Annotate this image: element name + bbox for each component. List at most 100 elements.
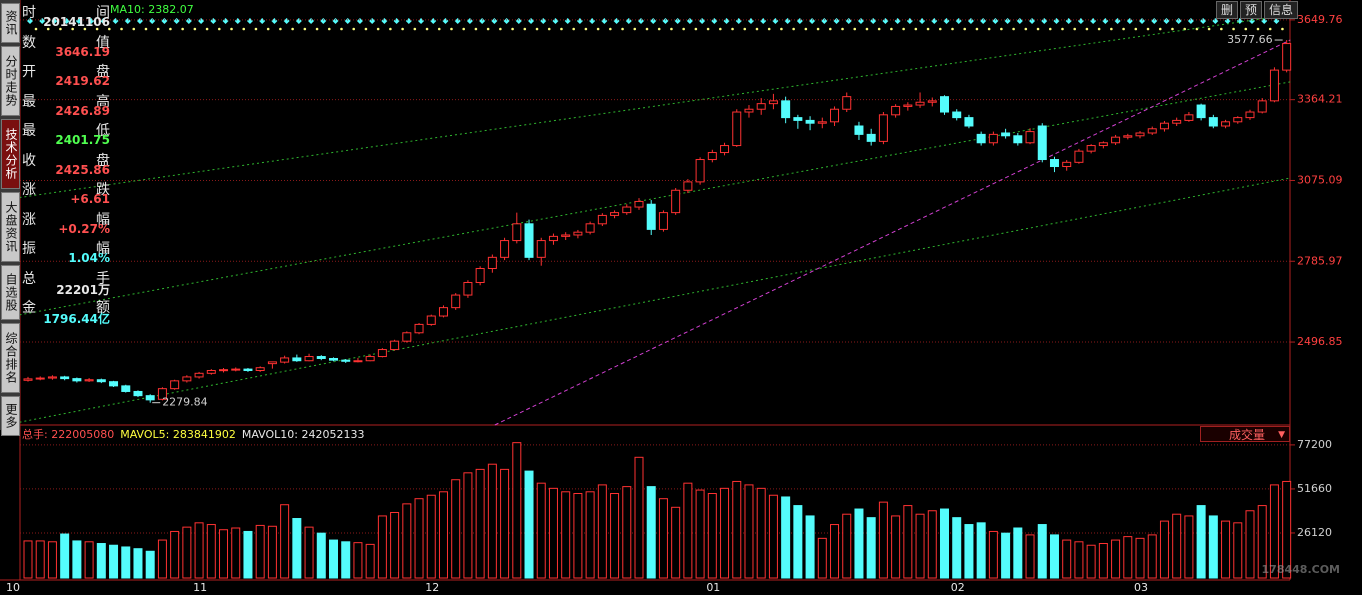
- candle-body: [60, 376, 70, 380]
- marker-decoration: [747, 18, 754, 24]
- marker-decoration: [711, 18, 718, 24]
- volume-bar: [781, 496, 791, 579]
- info-label: 涨: [22, 211, 36, 228]
- volume-bar: [1221, 520, 1231, 579]
- tab[interactable]: 自选股: [1, 265, 20, 320]
- marker-decoration: [1102, 18, 1109, 24]
- info-label: 低: [96, 123, 110, 139]
- info-label: 金: [22, 300, 36, 316]
- marker-decoration: [454, 18, 461, 24]
- candle-body: [671, 189, 681, 214]
- info-label: 高: [96, 93, 110, 110]
- marker-decoration: [515, 18, 522, 24]
- volume-bar: [732, 480, 742, 579]
- marker-decoration: [1065, 18, 1072, 24]
- marker-decoration: [780, 27, 783, 31]
- marker-decoration: [356, 18, 363, 24]
- marker-decoration: [1175, 18, 1182, 24]
- volume-bar: [1172, 513, 1182, 579]
- volume-bar: [927, 510, 937, 579]
- candle-body: [1001, 132, 1011, 137]
- volume-bar: [1098, 543, 1108, 579]
- marker-decoration: [882, 18, 889, 24]
- marker-decoration: [1012, 27, 1015, 31]
- tab[interactable]: 分时走势: [1, 46, 20, 116]
- marker-decoration: [437, 27, 441, 31]
- marker-decoration: [499, 27, 502, 31]
- marker-decoration: [1134, 27, 1138, 31]
- candle-body: [646, 203, 656, 230]
- marker-decoration: [344, 18, 351, 24]
- info-item: 金 额 1796.44亿: [20, 297, 110, 327]
- marker-decoration: [401, 27, 404, 31]
- candle-body: [732, 111, 742, 147]
- marker-decoration: [552, 18, 559, 24]
- marker-decoration: [271, 18, 278, 24]
- candle-body: [952, 111, 962, 119]
- marker-decoration: [682, 27, 685, 31]
- volume-bar: [1062, 539, 1072, 579]
- volume-bar: [451, 479, 461, 579]
- info-item: 开 盘 2419.62: [20, 61, 110, 91]
- marker-decoration: [914, 27, 918, 31]
- marker-decoration: [466, 18, 473, 24]
- marker-decoration: [987, 27, 991, 31]
- marker-decoration: [560, 27, 563, 31]
- marker-decoration: [59, 27, 62, 31]
- marker-decoration: [694, 27, 698, 31]
- marker-decoration: [1000, 27, 1003, 31]
- volume-selector[interactable]: 成交量 ▼: [1200, 426, 1290, 442]
- marker-decoration: [474, 27, 478, 31]
- volume-bar: [891, 515, 901, 579]
- marker-decoration: [430, 18, 437, 24]
- candle-body: [1135, 132, 1145, 137]
- volume-bar: [1037, 524, 1047, 579]
- dropdown-arrow[interactable]: ▼: [1278, 430, 1285, 440]
- info-value: 2419.62: [55, 74, 110, 88]
- marker-decoration: [572, 27, 575, 31]
- volume-bar: [988, 530, 998, 579]
- candle-body: [964, 117, 974, 127]
- candle-body: [866, 133, 876, 142]
- x-tick-label: 12: [425, 581, 439, 594]
- tab[interactable]: 综合排名: [1, 323, 20, 393]
- volume-bar: [414, 498, 424, 579]
- tab[interactable]: 更多: [1, 396, 20, 436]
- marker-decoration: [332, 18, 339, 24]
- tab[interactable]: 资讯: [1, 3, 20, 43]
- marker-decoration: [955, 18, 962, 24]
- ma-label: MA10: 2382.07: [110, 3, 194, 16]
- candle-body: [793, 117, 803, 121]
- info-label: 收: [22, 152, 36, 169]
- volume-bar: [121, 546, 131, 579]
- toolbar-button[interactable]: 删: [1215, 1, 1238, 19]
- marker-decoration: [1146, 27, 1150, 31]
- volume-header: MAVOL10: 242052133: [242, 428, 365, 441]
- marker-decoration: [291, 27, 294, 31]
- volume-bar: [1245, 510, 1255, 579]
- volume-bar: [634, 456, 644, 579]
- volume-bar: [23, 540, 33, 579]
- marker-decoration: [303, 27, 307, 31]
- marker-decoration: [124, 18, 131, 24]
- tab[interactable]: 大盘资讯: [1, 192, 20, 262]
- candle-body: [1123, 135, 1133, 138]
- candle-body: [438, 307, 448, 317]
- marker-decoration: [723, 18, 730, 24]
- trend-line: [19, 81, 1291, 316]
- volume-selector-label[interactable]: 成交量: [1229, 428, 1266, 442]
- marker-decoration: [1126, 18, 1133, 24]
- marker-decoration: [205, 27, 209, 31]
- tab[interactable]: 技术分析: [1, 119, 20, 189]
- marker-decoration: [719, 27, 722, 31]
- toolbar-button[interactable]: 预: [1239, 1, 1262, 19]
- marker-decoration: [161, 18, 168, 24]
- info-panel: 时间 20141106 数值 3646.19 开盘 2419.62 最高 2426.89 最低 2…: [20, 2, 110, 327]
- y-tick-label: 2496.85: [1297, 335, 1343, 348]
- x-tick-label: 02: [951, 581, 965, 594]
- candle-body: [597, 214, 607, 225]
- info-label: 间: [96, 5, 110, 21]
- toolbar-button[interactable]: 信息: [1263, 1, 1298, 19]
- candle-body: [47, 376, 57, 379]
